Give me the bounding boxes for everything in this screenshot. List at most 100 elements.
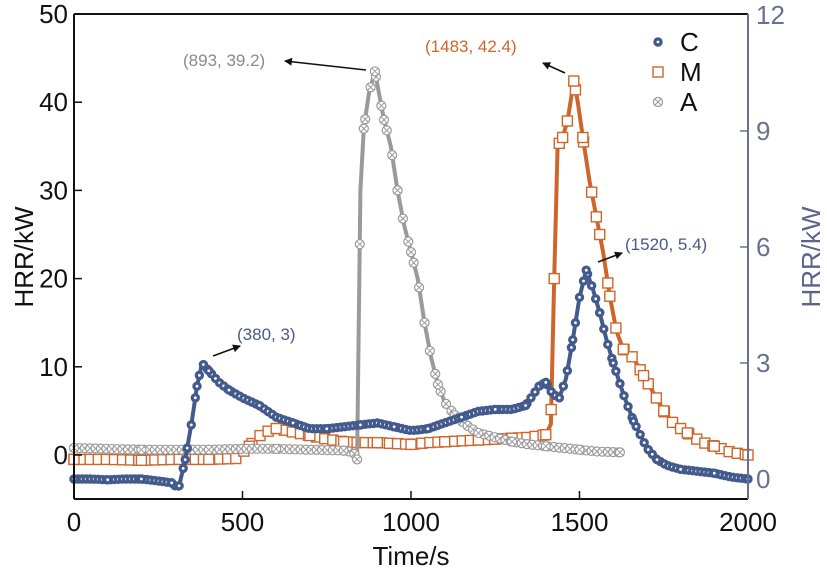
data-point-m [708, 440, 720, 452]
crossed-circle-line [426, 347, 434, 355]
data-point-m [548, 272, 560, 285]
data-point-c-highlight [618, 382, 622, 386]
crossed-circle-line [361, 115, 370, 124]
crossed-circle-line [415, 283, 423, 292]
legend-marker-m [652, 66, 664, 78]
data-point-m [577, 131, 589, 144]
crossed-circle-line [353, 455, 361, 464]
data-point-c-highlight [584, 268, 588, 272]
data-point-c-highlight [561, 384, 565, 388]
y-tick-label-right: 0 [756, 464, 770, 494]
data-point-m [594, 228, 606, 241]
legend-label-m: M [680, 57, 702, 87]
crossed-circle-line [420, 318, 429, 327]
data-point-c-highlight [197, 373, 201, 377]
data-point-a [338, 445, 349, 456]
data-point-c-highlight [602, 327, 606, 331]
data-point-c-highlight [611, 361, 615, 365]
crossed-circle-line [442, 399, 450, 408]
data-point-a [360, 114, 371, 125]
data-point-c-highlight [632, 419, 635, 423]
data-point-a [413, 282, 425, 293]
y-tick-label-left: 30 [39, 175, 68, 205]
data-point-m [561, 115, 574, 127]
data-point-c-highlight [493, 408, 497, 411]
data-point-m [617, 343, 630, 355]
crossed-circle-line [377, 101, 386, 110]
data-point-a [136, 444, 147, 455]
x-tick-label: 1000 [382, 507, 440, 537]
data-point-m [556, 131, 569, 144]
data-point-a [506, 436, 518, 447]
data-point-a [432, 379, 444, 390]
series-line-a [73, 69, 620, 462]
data-point-c-highlight [202, 363, 205, 366]
data-point-m [540, 429, 552, 441]
series-m [68, 75, 754, 466]
data-point-c-highlight [655, 458, 659, 462]
annotations: (893, 39.2) (1483, 42.4) (1520, 5.4) (380, … [183, 37, 707, 357]
crossed-circle-line [434, 380, 442, 389]
data-point-c-highlight [177, 484, 181, 488]
crossed-circle-line [541, 442, 550, 451]
data-point-c-highlight [712, 471, 716, 475]
x-axis-title: Time/s [372, 541, 449, 571]
crossed-circle-line [350, 449, 359, 458]
data-point-c-highlight [529, 396, 533, 400]
data-point-m [371, 436, 383, 449]
data-point-m [439, 436, 451, 448]
data-point-c-highlight [140, 477, 143, 481]
crossed-circle-line [447, 407, 456, 415]
crossed-circle-line [436, 387, 445, 396]
data-point-m [585, 186, 598, 198]
series-c [69, 265, 753, 491]
data-point-c-highlight [257, 404, 261, 407]
y-tick-label-right: 6 [756, 232, 770, 262]
crossed-circle-line [616, 448, 624, 457]
y-tick-label-right: 9 [756, 116, 770, 146]
data-point-a [540, 441, 551, 452]
data-point-a [378, 114, 390, 125]
data-point-c-highlight [214, 377, 217, 380]
data-point-a [354, 239, 365, 250]
crossed-circle-line [380, 115, 388, 124]
y-tick-label-left: 0 [54, 440, 68, 470]
data-point-m [658, 405, 670, 417]
data-point-c-highlight [193, 396, 197, 400]
legend-item-m: M [652, 57, 702, 87]
data-point-c-highlight [598, 311, 602, 315]
x-tick-label: 0 [67, 507, 81, 537]
data-point-m [405, 438, 417, 451]
data-point-c-highlight [574, 321, 577, 325]
data-point-c-highlight [359, 423, 362, 427]
annotation-arrow [542, 62, 566, 74]
annotation-label: (893, 39.2) [183, 51, 265, 70]
data-point-a [424, 345, 435, 357]
data-point-c-highlight [622, 394, 626, 398]
crossed-circle-line [431, 370, 440, 378]
data-point-m [602, 277, 614, 289]
legend-label-a: A [680, 87, 698, 117]
data-point-c-highlight [634, 425, 638, 428]
data-point-m [626, 351, 638, 363]
annotation-arrow [597, 251, 623, 263]
data-point-c-highlight [582, 279, 585, 283]
y-axis-title-left: HRR/kW [9, 206, 39, 308]
data-point-m [270, 422, 282, 435]
data-point-m [590, 211, 603, 223]
data-point-c-highlight [170, 481, 174, 485]
data-point-m [135, 454, 148, 466]
crossed-circle-line [388, 151, 396, 159]
data-point-c-highlight [565, 369, 569, 373]
annotation-c-1540: (1520, 5.4) [597, 235, 707, 263]
y-tick-label-left: 20 [39, 264, 68, 294]
data-point-c-highlight [626, 405, 630, 408]
data-point-c-highlight [524, 404, 527, 407]
data-point-a [397, 213, 409, 224]
data-point-a [365, 82, 376, 93]
data-point-c-highlight [646, 448, 650, 452]
data-point-m [604, 290, 616, 302]
legend-marker-a [652, 96, 664, 108]
crossed-circle-line [371, 67, 379, 76]
data-point-m [681, 427, 694, 439]
